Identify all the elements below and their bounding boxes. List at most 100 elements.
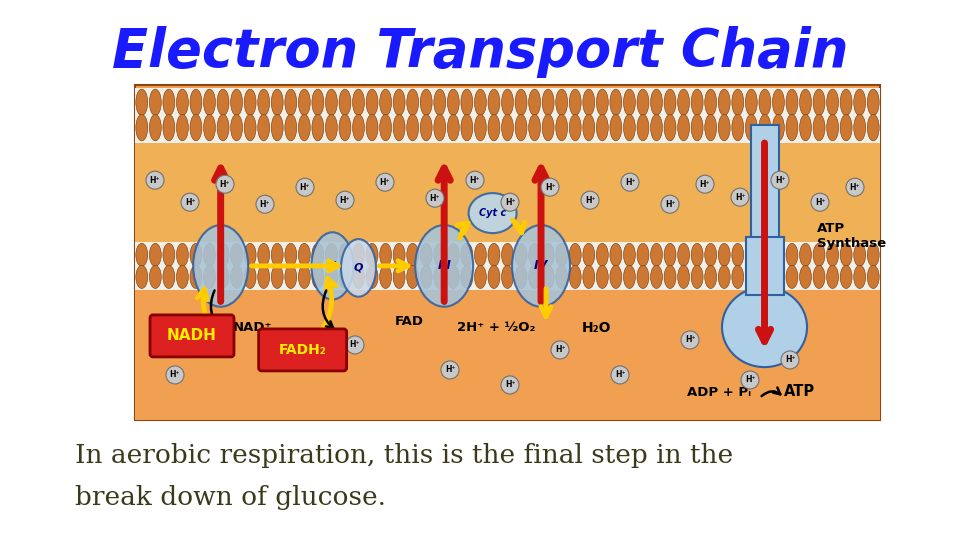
Text: H⁺: H⁺	[734, 193, 745, 202]
Text: H⁺: H⁺	[745, 375, 756, 384]
Ellipse shape	[867, 114, 879, 141]
Ellipse shape	[325, 266, 337, 288]
Ellipse shape	[759, 114, 771, 141]
Ellipse shape	[420, 244, 432, 266]
Ellipse shape	[135, 89, 148, 116]
Ellipse shape	[718, 114, 731, 141]
Ellipse shape	[474, 266, 487, 288]
Ellipse shape	[177, 89, 188, 116]
Ellipse shape	[217, 266, 229, 288]
Ellipse shape	[352, 266, 365, 288]
Text: ATP
Synthase: ATP Synthase	[817, 222, 886, 250]
Ellipse shape	[299, 114, 310, 141]
Ellipse shape	[339, 114, 351, 141]
Text: Q: Q	[353, 263, 363, 273]
Ellipse shape	[257, 89, 270, 116]
Ellipse shape	[366, 244, 378, 266]
Ellipse shape	[285, 244, 297, 266]
Circle shape	[346, 336, 364, 354]
Ellipse shape	[759, 244, 771, 266]
Ellipse shape	[434, 89, 445, 116]
Ellipse shape	[434, 114, 445, 141]
Ellipse shape	[163, 114, 175, 141]
Ellipse shape	[150, 244, 161, 266]
Ellipse shape	[718, 89, 731, 116]
Ellipse shape	[596, 244, 609, 266]
Circle shape	[501, 376, 519, 394]
Ellipse shape	[516, 89, 527, 116]
Ellipse shape	[800, 244, 811, 266]
Bar	[135, 143, 880, 242]
Ellipse shape	[623, 266, 636, 288]
Text: H⁺: H⁺	[625, 178, 636, 187]
Circle shape	[216, 175, 234, 193]
Ellipse shape	[193, 225, 249, 307]
Text: II: II	[328, 261, 337, 271]
Circle shape	[296, 178, 314, 196]
Ellipse shape	[732, 266, 744, 288]
Ellipse shape	[190, 266, 202, 288]
Ellipse shape	[786, 89, 798, 116]
Ellipse shape	[163, 266, 175, 288]
Ellipse shape	[488, 89, 500, 116]
Text: H⁺: H⁺	[430, 194, 441, 202]
Ellipse shape	[244, 89, 256, 116]
Ellipse shape	[217, 89, 229, 116]
Text: H⁺: H⁺	[505, 381, 516, 389]
Ellipse shape	[272, 244, 283, 266]
Ellipse shape	[678, 244, 689, 266]
Ellipse shape	[204, 89, 215, 116]
Ellipse shape	[230, 244, 243, 266]
Circle shape	[336, 191, 354, 209]
Ellipse shape	[773, 266, 784, 288]
Ellipse shape	[177, 266, 188, 288]
Text: III: III	[437, 259, 451, 272]
Text: H⁺: H⁺	[614, 370, 625, 380]
Text: H⁺: H⁺	[349, 340, 360, 349]
Ellipse shape	[366, 114, 378, 141]
Ellipse shape	[596, 89, 609, 116]
Ellipse shape	[813, 244, 825, 266]
Text: NADH: NADH	[167, 328, 217, 343]
Ellipse shape	[299, 244, 310, 266]
Circle shape	[501, 193, 519, 211]
Ellipse shape	[461, 266, 473, 288]
Ellipse shape	[867, 89, 879, 116]
Ellipse shape	[705, 244, 717, 266]
Circle shape	[181, 193, 199, 211]
Ellipse shape	[610, 244, 622, 266]
Ellipse shape	[501, 114, 514, 141]
Ellipse shape	[637, 114, 649, 141]
Text: H⁺: H⁺	[850, 183, 860, 192]
Ellipse shape	[407, 244, 419, 266]
Ellipse shape	[257, 266, 270, 288]
Circle shape	[681, 331, 699, 349]
Bar	[135, 290, 880, 420]
Ellipse shape	[705, 89, 717, 116]
Ellipse shape	[312, 244, 324, 266]
Ellipse shape	[623, 114, 636, 141]
Ellipse shape	[691, 89, 703, 116]
Text: H⁺: H⁺	[700, 180, 710, 188]
Text: H⁺: H⁺	[260, 200, 271, 208]
Ellipse shape	[786, 244, 798, 266]
Ellipse shape	[745, 89, 757, 116]
Ellipse shape	[325, 114, 337, 141]
Text: H⁺: H⁺	[505, 198, 516, 207]
Ellipse shape	[569, 244, 581, 266]
Ellipse shape	[407, 114, 419, 141]
Ellipse shape	[312, 89, 324, 116]
Bar	[135, 85, 880, 420]
Ellipse shape	[569, 89, 581, 116]
Ellipse shape	[379, 114, 392, 141]
Ellipse shape	[501, 266, 514, 288]
Ellipse shape	[339, 89, 351, 116]
Ellipse shape	[341, 239, 376, 296]
FancyBboxPatch shape	[258, 329, 347, 371]
Ellipse shape	[583, 89, 595, 116]
Ellipse shape	[773, 89, 784, 116]
Ellipse shape	[204, 266, 215, 288]
Ellipse shape	[461, 89, 473, 116]
Ellipse shape	[190, 89, 202, 116]
Text: H⁺: H⁺	[684, 335, 695, 345]
